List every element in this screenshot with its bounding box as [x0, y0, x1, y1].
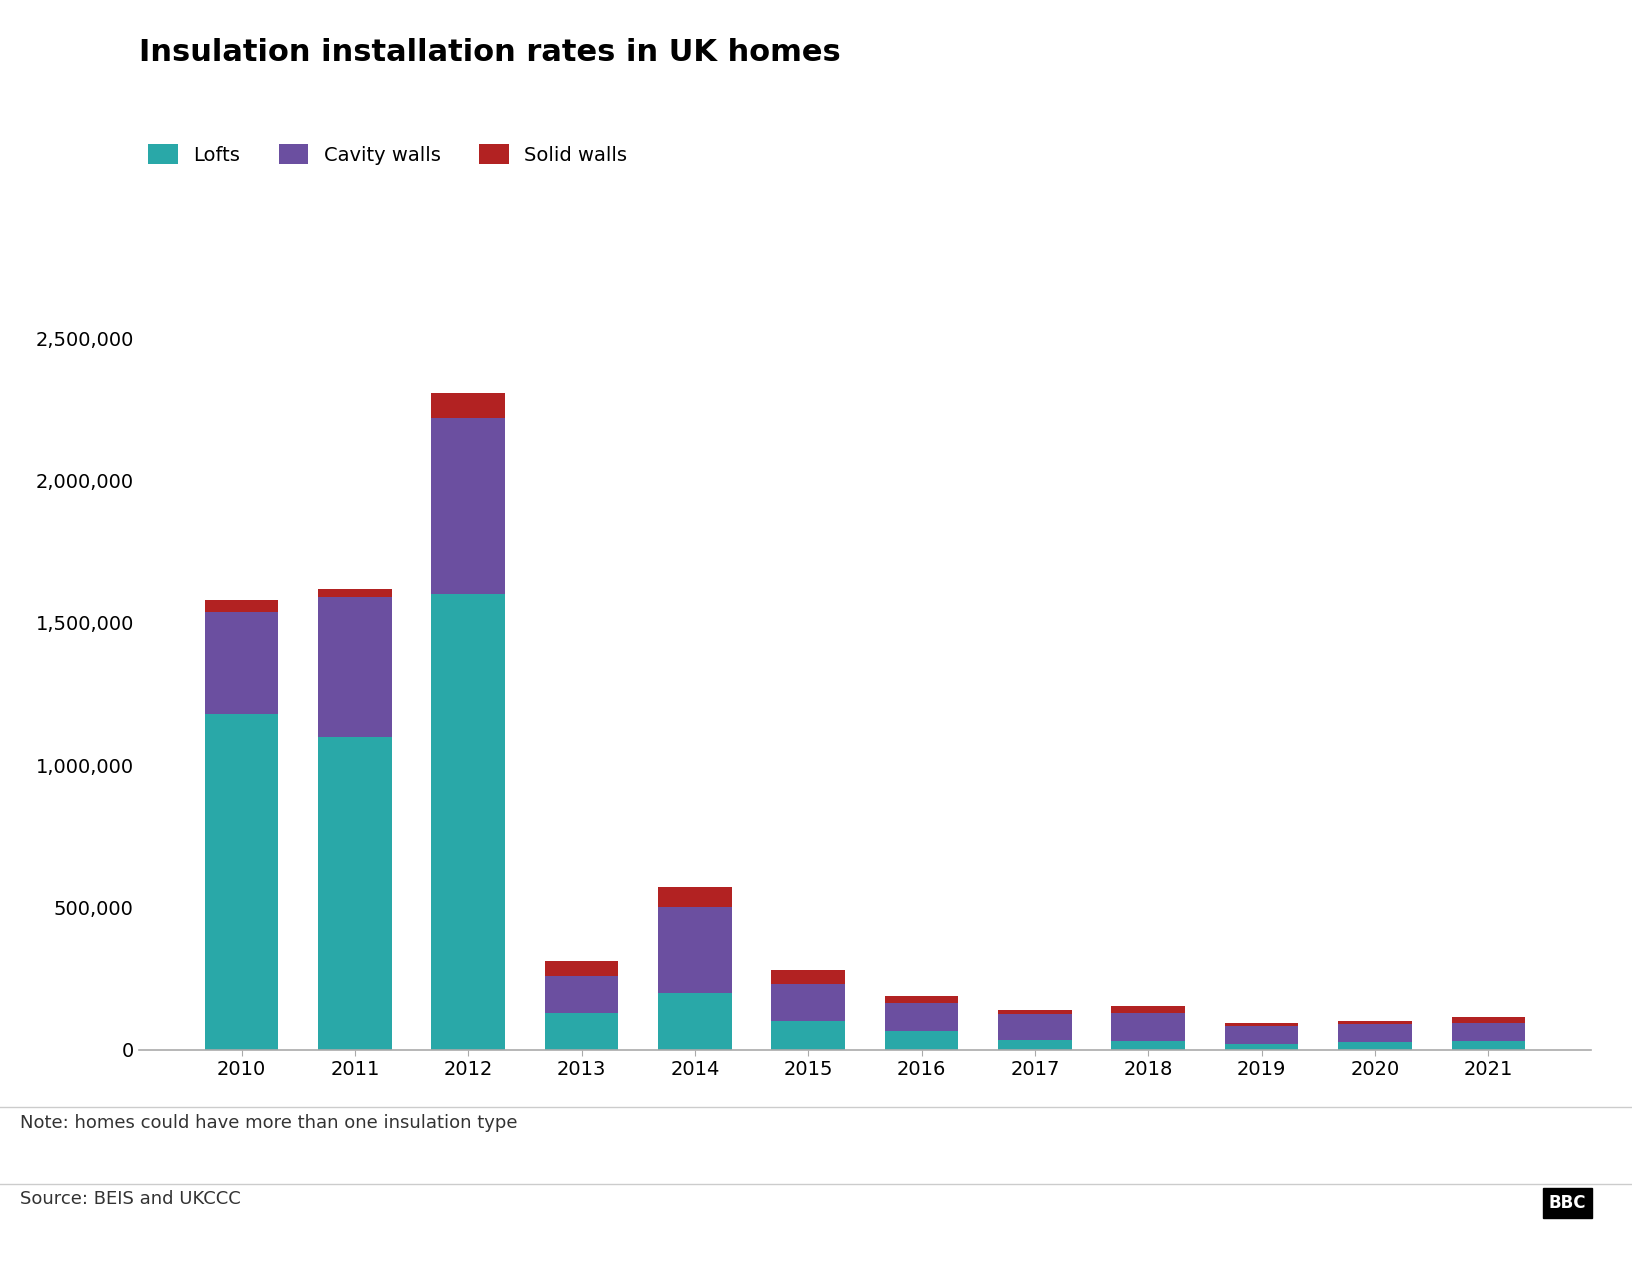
- Bar: [318, 737, 392, 1050]
- Bar: [999, 1039, 1072, 1050]
- Bar: [318, 589, 392, 598]
- Bar: [772, 970, 845, 984]
- Bar: [658, 887, 731, 908]
- Bar: [431, 419, 504, 594]
- Bar: [885, 1002, 958, 1032]
- Bar: [1226, 1027, 1299, 1044]
- Bar: [885, 1032, 958, 1050]
- Bar: [204, 714, 279, 1050]
- Text: Note: homes could have more than one insulation type: Note: homes could have more than one ins…: [20, 1114, 517, 1132]
- Text: Source: BEIS and UKCCC: Source: BEIS and UKCCC: [20, 1190, 240, 1208]
- Bar: [318, 598, 392, 737]
- Bar: [1111, 1006, 1185, 1012]
- Bar: [1338, 1042, 1412, 1050]
- Bar: [431, 393, 504, 419]
- Bar: [1226, 1044, 1299, 1050]
- Bar: [1451, 1041, 1526, 1050]
- Legend: Lofts, Cavity walls, Solid walls: Lofts, Cavity walls, Solid walls: [149, 145, 627, 165]
- Bar: [1451, 1023, 1526, 1041]
- Bar: [545, 1012, 619, 1050]
- Bar: [1451, 1016, 1526, 1023]
- Bar: [545, 975, 619, 1012]
- Bar: [999, 1010, 1072, 1014]
- Text: Insulation installation rates in UK homes: Insulation installation rates in UK home…: [139, 38, 840, 68]
- Bar: [658, 993, 731, 1050]
- Text: BBC: BBC: [1549, 1194, 1586, 1212]
- Bar: [1111, 1041, 1185, 1050]
- Bar: [885, 996, 958, 1002]
- Bar: [204, 612, 279, 714]
- Bar: [431, 594, 504, 1050]
- Bar: [1226, 1023, 1299, 1027]
- Bar: [204, 600, 279, 612]
- Bar: [772, 1021, 845, 1050]
- Bar: [658, 908, 731, 993]
- Bar: [1338, 1020, 1412, 1024]
- Bar: [999, 1014, 1072, 1039]
- Bar: [772, 984, 845, 1021]
- Bar: [545, 961, 619, 975]
- Bar: [1111, 1012, 1185, 1041]
- Bar: [1338, 1024, 1412, 1042]
